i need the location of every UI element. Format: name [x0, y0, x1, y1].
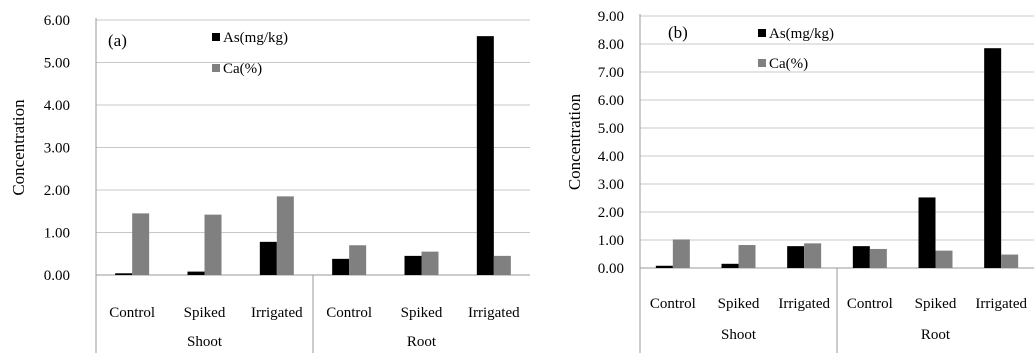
chart-b-panel-label: (b)	[668, 23, 688, 42]
chart-a-bar-as	[115, 273, 133, 275]
chart-b-category-label: Spiked	[718, 296, 760, 312]
chart-a-bar-ca	[276, 196, 294, 275]
chart-a-bar-as	[404, 255, 422, 275]
chart-a-svg: 0.00 1.00 2.00 3.00 4.00 5.00 6.00 Control Spike…	[9, 13, 530, 353]
chart-panel-a: 0.00 1.00 2.00 3.00 4.00 5.00 6.00 Control Spike…	[9, 13, 530, 353]
chart-b-category-label: Irrigated	[975, 296, 1027, 312]
chart-b-y-tick-label: 9.00	[598, 9, 624, 25]
chart-b-y-tick-label: 1.00	[598, 233, 624, 249]
chart-a-group-label: Root	[407, 334, 437, 350]
chart-b-y-tick-label: 0.00	[598, 261, 624, 277]
chart-b-y-tick-label: 6.00	[598, 93, 624, 109]
chart-a-y-tick-label: 0.00	[44, 268, 70, 284]
chart-b-bar-as	[655, 265, 673, 268]
chart-b-category-label: Spiked	[915, 296, 957, 312]
chart-a-legend-label-ca: Ca(%)	[223, 61, 262, 77]
chart-a-bar-as	[187, 271, 205, 275]
chart-b-legend-label-ca: Ca(%)	[769, 56, 808, 72]
chart-a-legend-swatch-as	[212, 33, 220, 41]
chart-a-y-tick-label: 5.00	[44, 56, 70, 72]
chart-a-y-tick-label: 2.00	[44, 183, 70, 199]
chart-b-bar-as	[918, 197, 936, 268]
chart-a-bar-ca	[132, 213, 150, 275]
chart-a-bar-as	[332, 258, 350, 275]
chart-a-group-label: Shoot	[187, 334, 223, 350]
chart-b-bar-as	[852, 246, 870, 268]
chart-a-category-label: Irrigated	[468, 305, 520, 321]
chart-b-bar-as	[721, 263, 739, 268]
chart-b-bar-ca	[1001, 254, 1019, 268]
chart-b-bar-ca	[935, 250, 953, 268]
chart-a-y-axis-title: Concentration	[9, 99, 28, 196]
chart-a-bar-ca	[421, 251, 439, 275]
chart-a-bar-ca	[204, 214, 222, 275]
chart-a-bar-ca	[493, 255, 511, 275]
chart-b-svg: 0.00 1.00 2.00 3.00 4.00 5.00 6.00 7.00 8.00 9.00…	[565, 9, 1034, 353]
chart-b-legend-swatch-as	[758, 29, 766, 37]
chart-b-y-axis-title: Concentration	[565, 93, 584, 190]
chart-a-category-label: Control	[326, 305, 372, 321]
chart-b-y-tick-label: 3.00	[598, 177, 624, 193]
chart-b-y-tick-label: 5.00	[598, 121, 624, 137]
chart-b-bar-ca	[738, 245, 756, 268]
chart-b-y-tick-label: 4.00	[598, 149, 624, 165]
chart-b-y-tick-label: 8.00	[598, 37, 624, 53]
chart-a-legend-label-as: As(mg/kg)	[223, 30, 288, 46]
chart-b-legend-label-as: As(mg/kg)	[769, 26, 834, 42]
chart-b-legend-swatch-ca	[758, 59, 766, 67]
chart-b-category-label: Control	[847, 296, 893, 312]
chart-a-bar-as	[476, 36, 494, 276]
chart-b-category-label: Control	[650, 296, 696, 312]
chart-a-category-label: Control	[109, 305, 155, 321]
chart-panel-b: 0.00 1.00 2.00 3.00 4.00 5.00 6.00 7.00 8.00 9.00…	[562, 0, 1034, 353]
chart-b-bar-ca	[804, 243, 822, 268]
chart-a-y-tick-label: 1.00	[44, 226, 70, 242]
chart-b-group-label: Shoot	[721, 327, 757, 343]
chart-a-legend-swatch-ca	[212, 64, 220, 72]
chart-b-bar-as	[984, 48, 1002, 269]
chart-b-bar-ca	[869, 248, 887, 268]
chart-a-y-tick-label: 3.00	[44, 141, 70, 157]
chart-a-panel-label: (a)	[108, 31, 127, 50]
chart-b-y-tick-label: 7.00	[598, 65, 624, 81]
chart-a-bar-as	[259, 241, 277, 275]
chart-a-y-tick-label: 6.00	[44, 13, 70, 29]
chart-b-bar-ca	[672, 239, 690, 268]
chart-a-category-label: Irrigated	[251, 305, 303, 321]
chart-a-y-tick-label: 4.00	[44, 98, 70, 114]
chart-b-bar-as	[787, 246, 805, 268]
chart-a-bar-ca	[349, 245, 367, 275]
chart-b-y-tick-label: 2.00	[598, 205, 624, 221]
chart-b-group-label: Root	[921, 327, 951, 343]
chart-a-category-label: Spiked	[401, 305, 443, 321]
chart-a-category-label: Spiked	[184, 305, 226, 321]
chart-b-category-label: Irrigated	[778, 296, 830, 312]
